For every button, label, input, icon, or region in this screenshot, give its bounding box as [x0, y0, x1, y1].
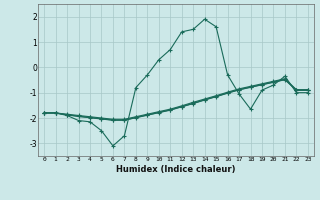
X-axis label: Humidex (Indice chaleur): Humidex (Indice chaleur) — [116, 165, 236, 174]
